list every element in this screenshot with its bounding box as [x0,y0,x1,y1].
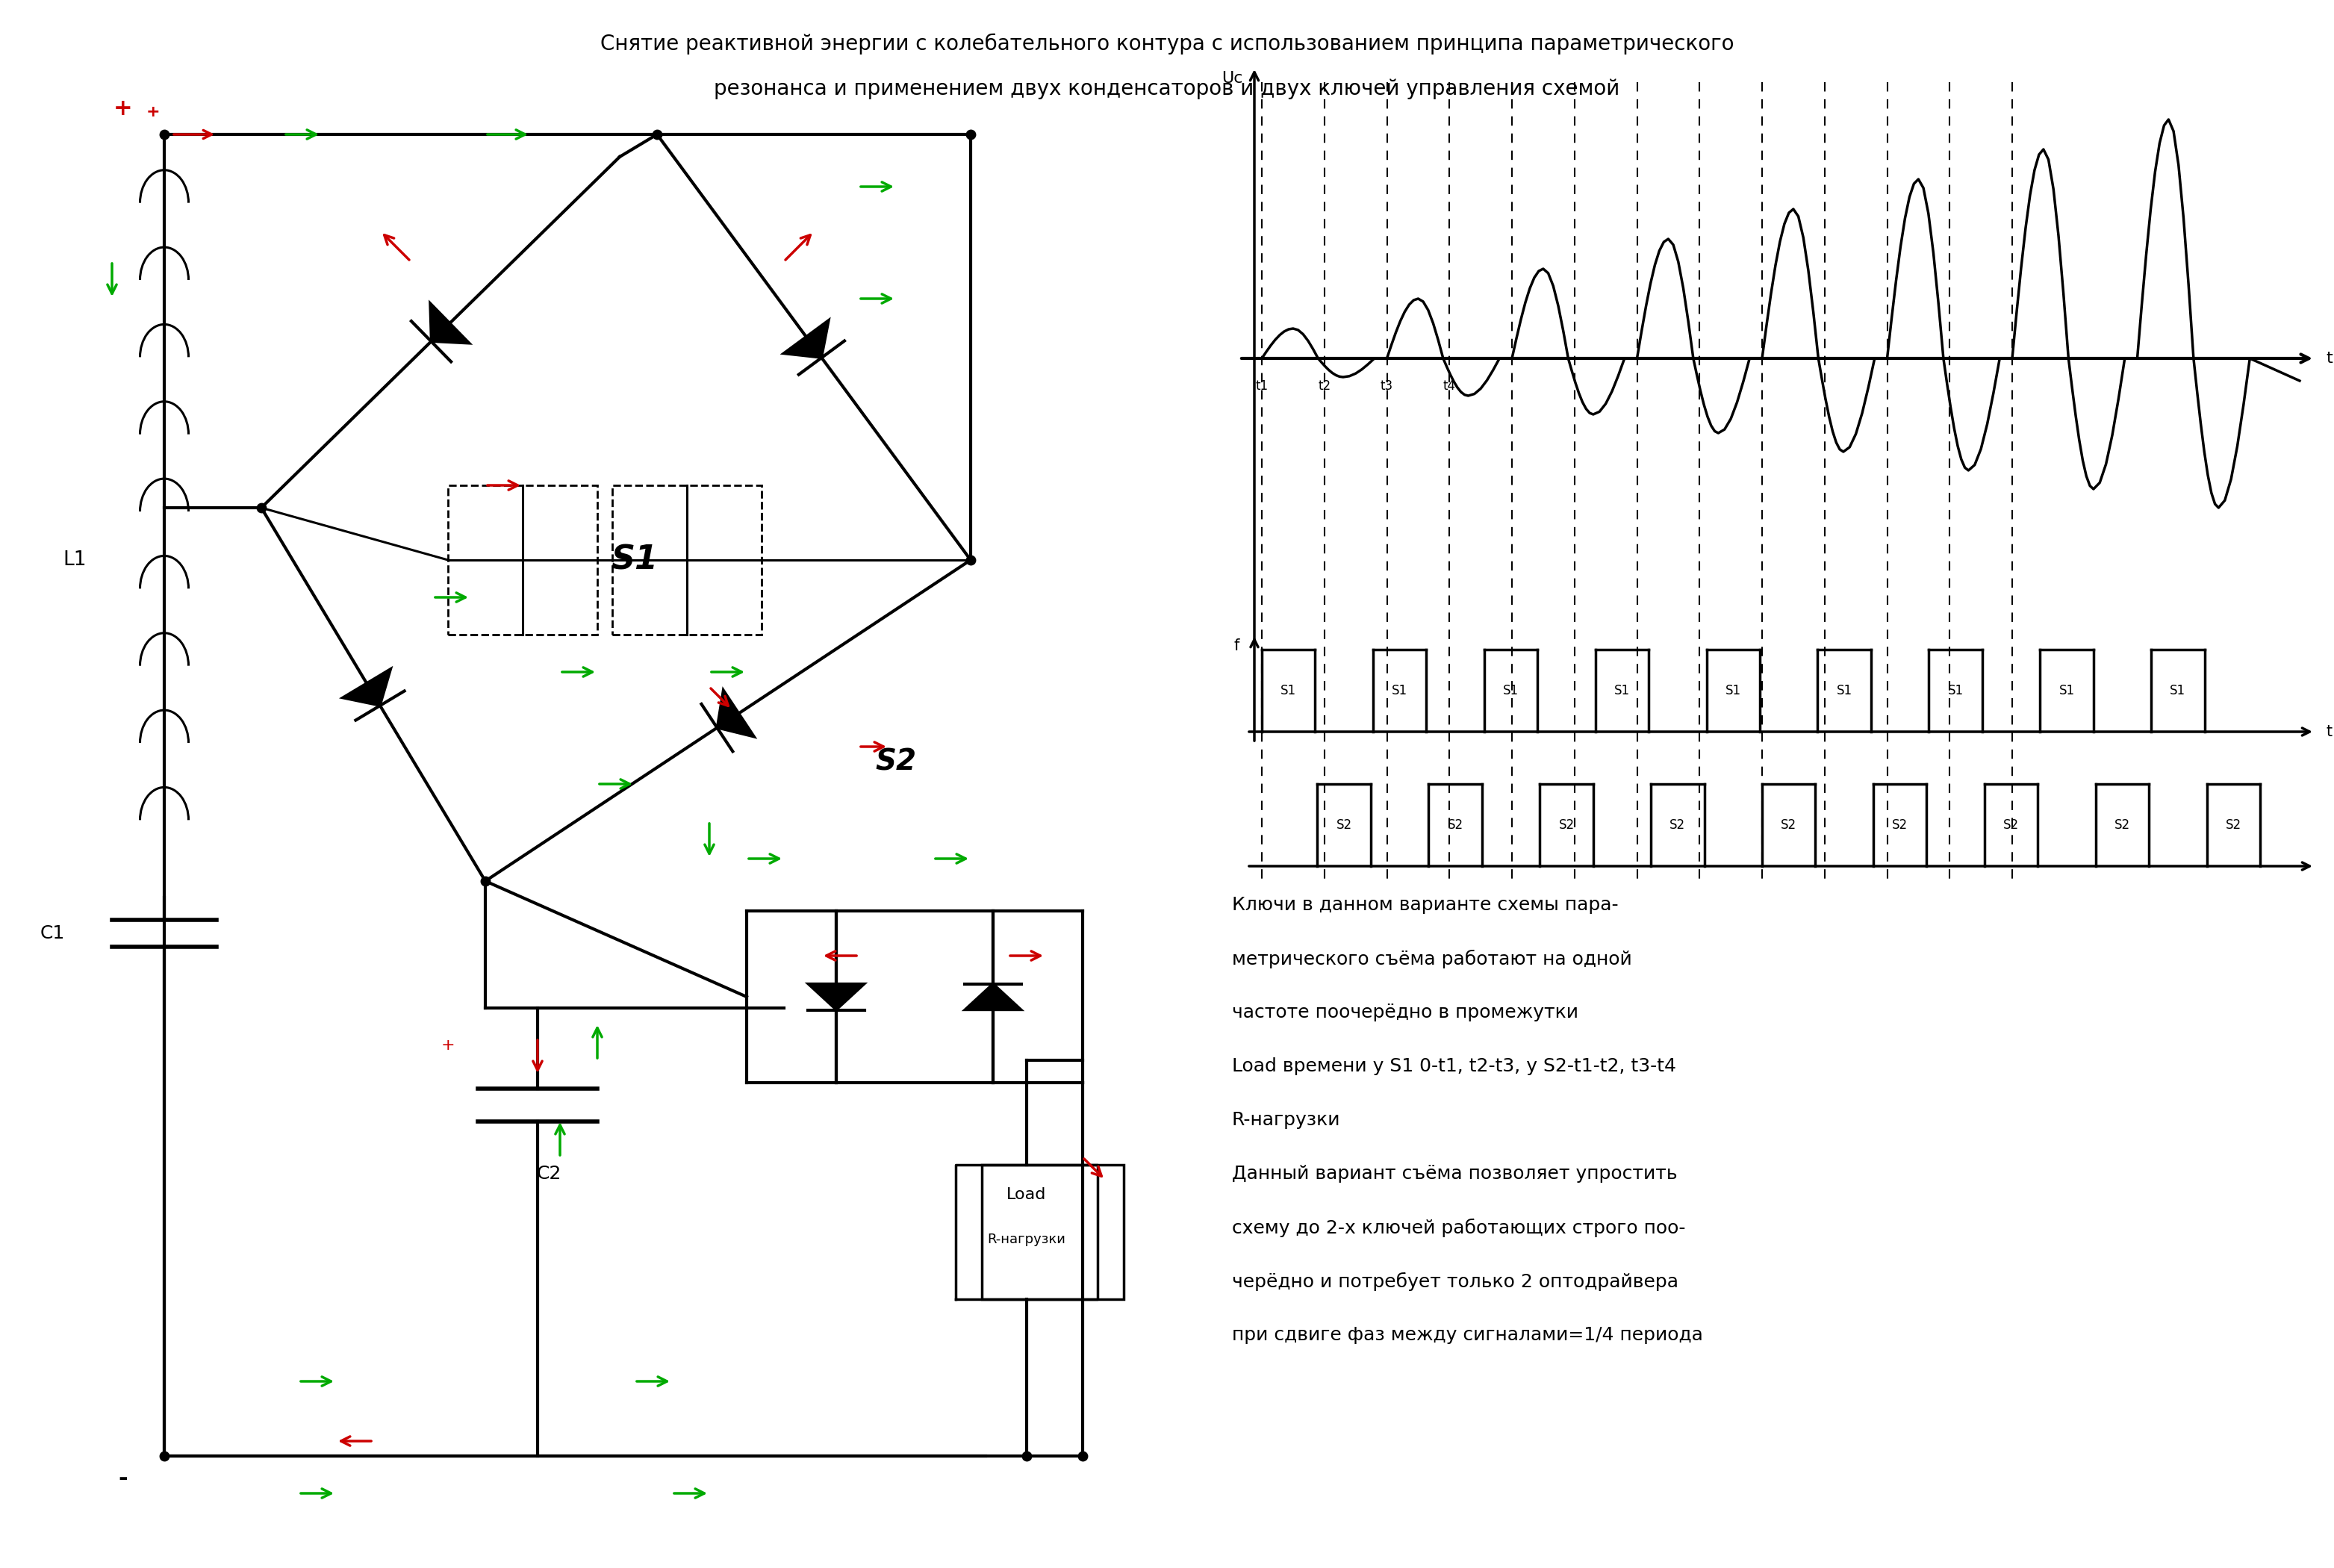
Text: S1: S1 [1947,684,1963,698]
Text: Ключи в данном варианте схемы пара-: Ключи в данном варианте схемы пара- [1232,895,1617,914]
Text: S1: S1 [2171,684,2185,698]
Text: S2: S2 [1559,818,1575,831]
Text: метрического съёма работают на одной: метрического съёма работают на одной [1232,950,1631,969]
Text: t: t [2325,351,2332,365]
Text: S2: S2 [1447,818,1463,831]
Text: R-нагрузки: R-нагрузки [987,1232,1067,1247]
Text: S1: S1 [1503,684,1519,698]
Polygon shape [717,690,754,737]
Text: S1: S1 [1837,684,1853,698]
Text: S2: S2 [1335,818,1351,831]
Text: t: t [2325,724,2332,739]
Text: S1: S1 [1281,684,1295,698]
Polygon shape [808,983,864,1010]
Text: S1: S1 [2059,684,2075,698]
Text: L1: L1 [63,550,86,569]
Text: Load: Load [1006,1187,1046,1203]
Polygon shape [429,303,469,343]
Text: S2: S2 [1893,818,1907,831]
Text: Данный вариант съёма позволяет упростить: Данный вариант съёма позволяет упростить [1232,1165,1678,1182]
Polygon shape [784,320,829,358]
Text: частоте поочерёдно в промежутки: частоте поочерёдно в промежутки [1232,1004,1578,1021]
Text: C1: C1 [40,925,65,942]
Text: S2: S2 [2227,818,2241,831]
Polygon shape [343,668,390,706]
Polygon shape [964,983,1022,1010]
Text: S1: S1 [612,544,658,575]
Text: C2: C2 [537,1165,560,1182]
Text: резонанса и применением двух конденсаторов и двух ключей управления схемой: резонанса и применением двух конденсатор… [714,78,1620,99]
Text: f: f [1235,638,1239,654]
Text: S2: S2 [1669,818,1685,831]
Text: t2: t2 [1319,379,1330,392]
Text: +: + [114,97,133,119]
Text: S2: S2 [2115,818,2131,831]
Text: t1: t1 [1256,379,1267,392]
Text: S1: S1 [1725,684,1741,698]
Text: t4: t4 [1442,379,1456,392]
Bar [448,486,598,635]
Text: S2: S2 [1781,818,1797,831]
Text: R-нагрузки: R-нагрузки [1232,1112,1340,1129]
Bar [612,486,761,635]
Text: при сдвиге фаз между сигналами=1/4 периода: при сдвиге фаз между сигналами=1/4 перио… [1232,1327,1704,1344]
Text: +: + [441,1038,455,1052]
Text: t3: t3 [1379,379,1393,392]
Text: S2: S2 [2003,818,2019,831]
Text: черёдно и потребует только 2 оптодрайвера: черёдно и потребует только 2 оптодрайвер… [1232,1272,1678,1290]
Text: S1: S1 [1391,684,1407,698]
Text: +: + [147,105,161,119]
Bar [983,1165,1123,1300]
Text: схему до 2-х ключей работающих строго поо-: схему до 2-х ключей работающих строго по… [1232,1218,1685,1237]
Text: Load времени у S1 0-t1, t2-t3, у S2-t1-t2, t3-t4: Load времени у S1 0-t1, t2-t3, у S2-t1-t… [1232,1057,1676,1076]
Text: -: - [119,1468,128,1490]
Text: S2: S2 [875,748,917,776]
Text: Снятие реактивной энергии с колебательного контура с использованием принципа пар: Снятие реактивной энергии с колебательно… [600,33,1734,55]
Text: S1: S1 [1615,684,1629,698]
Text: Uc: Uc [1223,71,1244,86]
